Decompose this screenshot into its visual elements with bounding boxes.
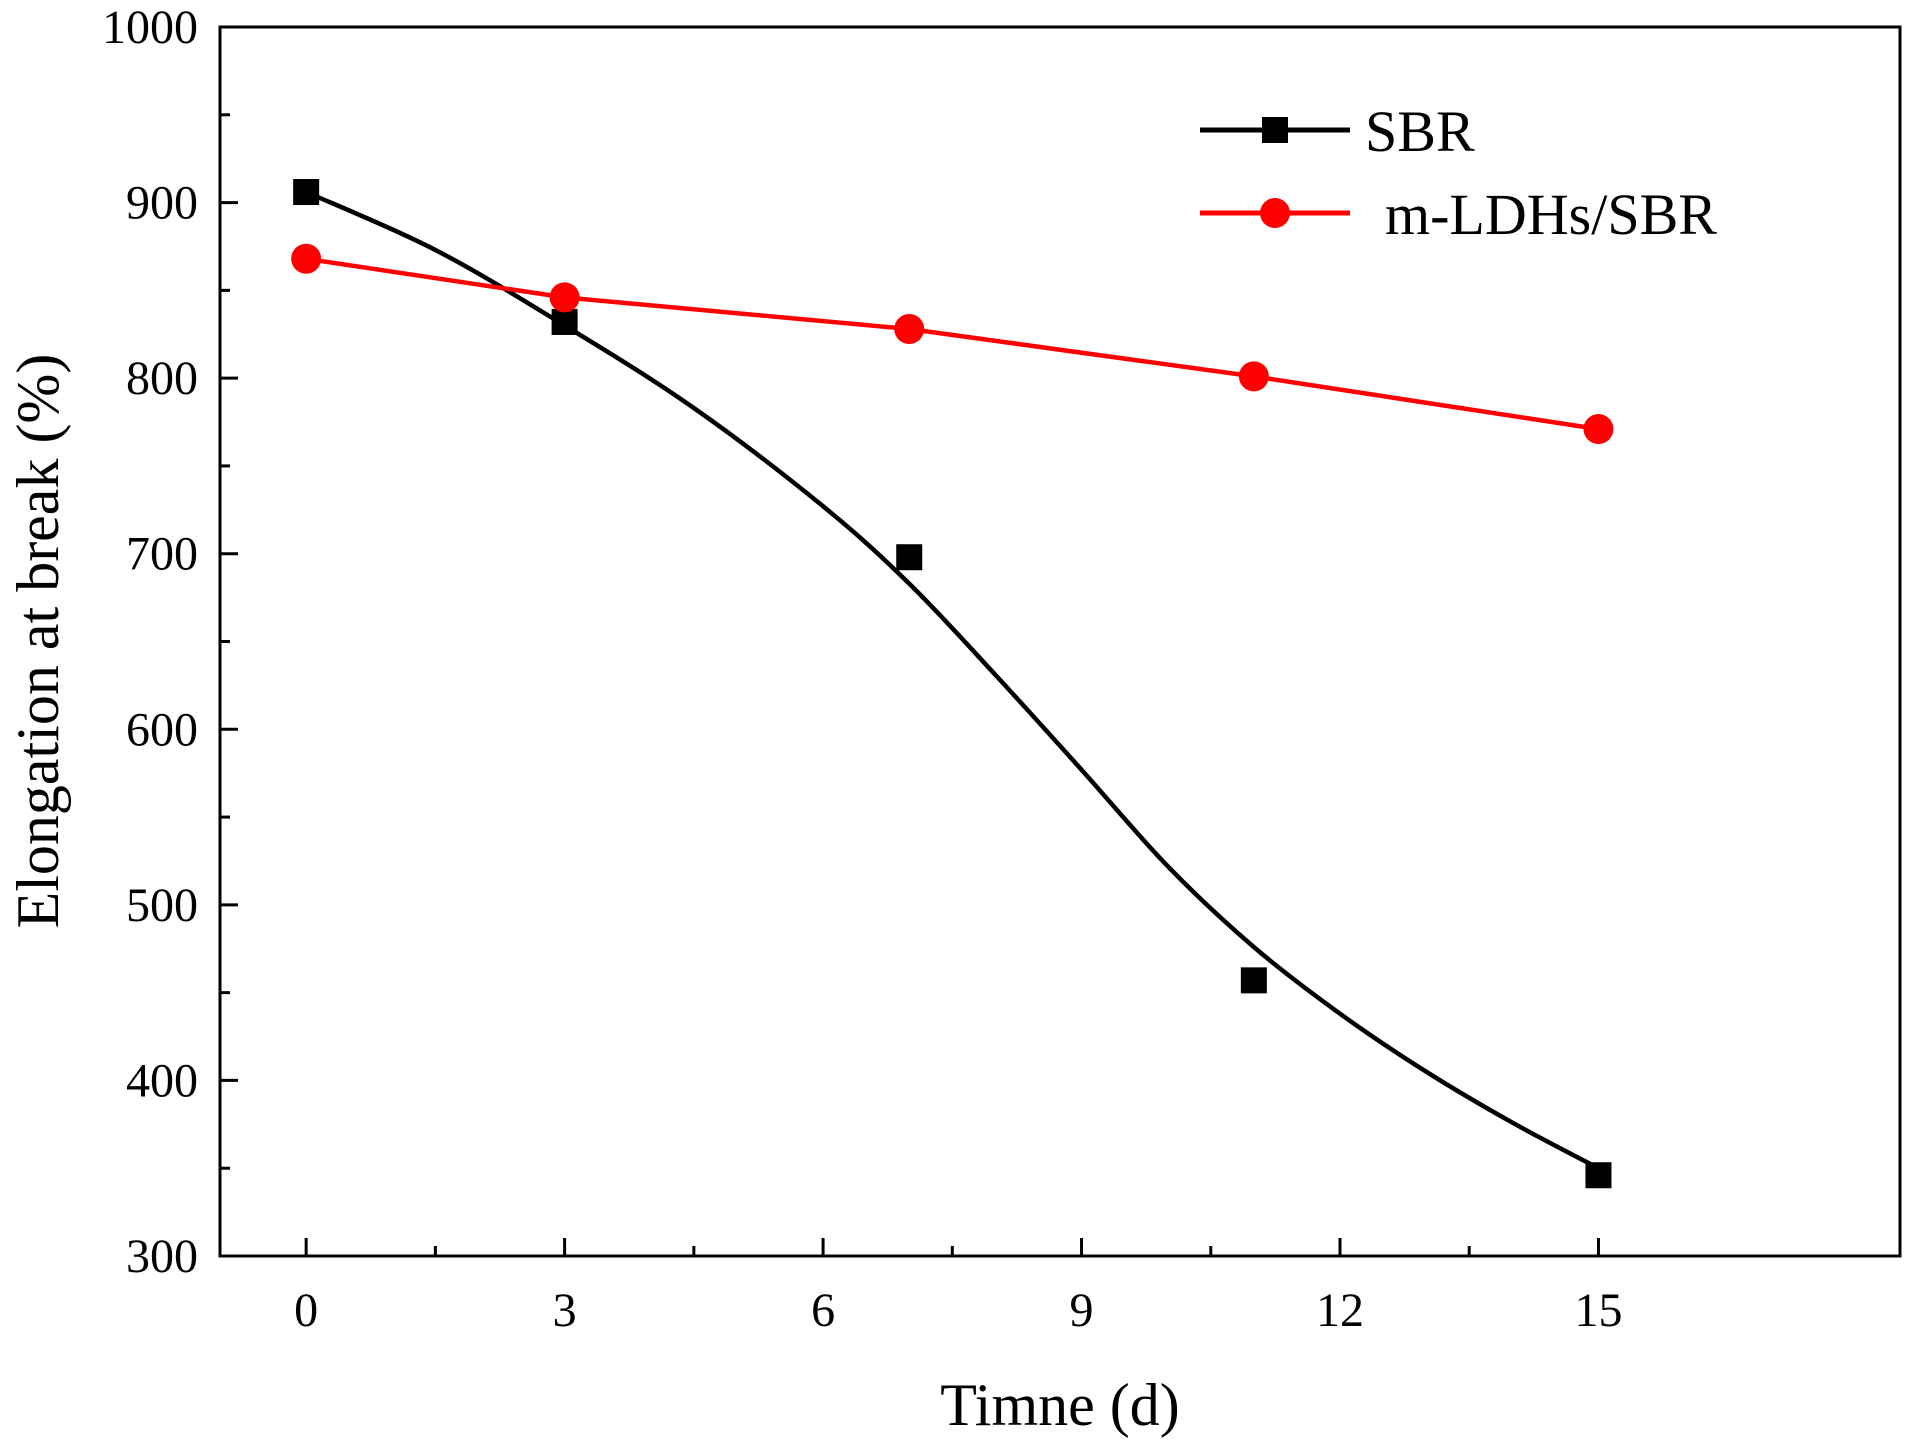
mldhs-sbr-point — [291, 243, 322, 274]
x-tick-label: 9 — [1070, 1284, 1094, 1337]
tick-labels: 0 3 6 9 12 15 300 400 500 600 700 800 900 1000 — [102, 1, 1622, 1337]
sbr-point — [293, 179, 320, 206]
y-axis-title: Elongation at break (%) — [5, 354, 71, 929]
legend: SBR m-LDHs/SBR — [1200, 99, 1717, 247]
legend-label-sbr: SBR — [1365, 99, 1475, 164]
legend-label-mldhs-sbr: m-LDHs/SBR — [1385, 182, 1717, 247]
y-tick-label: 700 — [126, 528, 198, 581]
sbr-fit-curve — [305, 189, 1600, 1171]
sbr-point — [551, 308, 578, 335]
mldhs-sbr-point — [1583, 414, 1614, 445]
mldhs-sbr-point — [549, 282, 580, 313]
y-tick-label: 800 — [126, 352, 198, 405]
y-tick-label: 400 — [126, 1054, 198, 1107]
x-tick-label: 12 — [1316, 1284, 1364, 1337]
x-tick-label: 0 — [294, 1284, 318, 1337]
y-tick-label: 600 — [126, 703, 198, 756]
legend-marker-sbr — [1262, 117, 1288, 143]
mldhs-sbr-point — [1238, 361, 1269, 392]
y-tick-label: 500 — [126, 879, 198, 932]
sbr-point — [896, 544, 923, 571]
series-layer — [291, 179, 1614, 1189]
y-tick-label: 1000 — [102, 1, 198, 54]
sbr-point — [1585, 1162, 1612, 1189]
legend-marker-mldhs-sbr — [1260, 198, 1290, 228]
mldhs-sbr-point — [894, 313, 925, 344]
x-axis-title: Timne (d) — [940, 1372, 1179, 1438]
y-tick-label: 300 — [126, 1230, 198, 1283]
x-tick-label: 3 — [553, 1284, 577, 1337]
y-tick-label: 900 — [126, 177, 198, 230]
sbr-point — [1240, 967, 1267, 994]
ticks — [220, 25, 1600, 1258]
x-tick-label: 15 — [1574, 1284, 1622, 1337]
x-tick-label: 6 — [811, 1284, 835, 1337]
